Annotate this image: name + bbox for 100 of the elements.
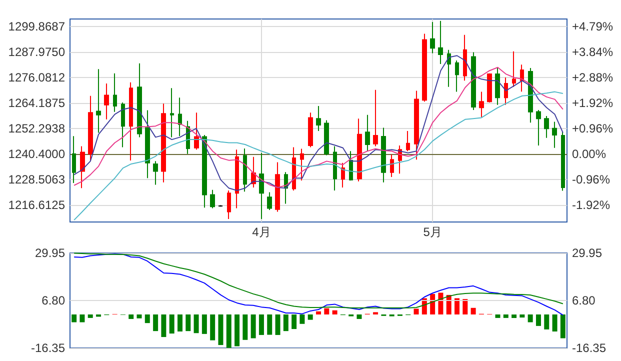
- candlestick: [365, 114, 370, 152]
- bar: [258, 314, 264, 335]
- candlestick: [455, 60, 459, 92]
- y2-tick-label: -0.96%: [572, 172, 610, 186]
- candlestick: [471, 52, 476, 111]
- candlestick: [153, 160, 158, 186]
- candlestick: [300, 148, 304, 181]
- candlestick: [202, 134, 207, 208]
- y-tick-label: 1276.0812: [8, 70, 66, 84]
- candlestick: [552, 121, 557, 148]
- candlestick: [129, 82, 133, 162]
- candlestick: [406, 130, 410, 152]
- candlestick: [72, 136, 76, 184]
- candlestick: [341, 162, 345, 188]
- y-tick-label: 1287.9750: [8, 45, 66, 60]
- x-tick-label: 5月: [423, 225, 442, 239]
- bar: [275, 314, 280, 335]
- candlestick: [227, 190, 231, 220]
- candlestick: [447, 49, 451, 88]
- y-tick-label: -16.35: [30, 341, 66, 355]
- candlestick: [210, 189, 215, 209]
- candlestick: [479, 91, 484, 118]
- candlestick: [275, 162, 280, 212]
- candlestick: [487, 72, 492, 104]
- candlestick: [88, 95, 93, 162]
- bar: [144, 314, 150, 324]
- y-tick-label: 1264.1875: [8, 96, 66, 110]
- bar: [528, 314, 533, 322]
- candlestick: [561, 131, 565, 192]
- y-tick-label: 1252.2938: [8, 121, 66, 136]
- y2-tick-label: -1.92%: [572, 198, 610, 212]
- bar: [520, 314, 525, 318]
- candlestick: [512, 50, 516, 88]
- candlestick: [495, 66, 500, 106]
- candlestick: [121, 102, 125, 148]
- candlestick: [104, 82, 109, 120]
- bar: [177, 314, 182, 332]
- candlestick: [267, 192, 272, 211]
- y-tick-label: 29.95: [34, 246, 66, 260]
- bar: [169, 314, 174, 334]
- bar: [470, 308, 476, 314]
- bar: [454, 298, 460, 314]
- candlestick: [438, 20, 443, 64]
- bar: [153, 314, 158, 332]
- candlestick: [194, 112, 199, 150]
- candlestick: [422, 33, 427, 102]
- bar: [332, 310, 338, 314]
- candlestick: [430, 22, 435, 54]
- candlestick: [373, 89, 378, 147]
- y-tick-label: 1216.6125: [8, 198, 66, 212]
- bar: [267, 314, 272, 335]
- candlestick: [463, 34, 467, 82]
- bar: [80, 314, 85, 322]
- candlestick: [96, 68, 101, 134]
- candlestick: [316, 105, 321, 132]
- y-tick-label: 1240.4000: [8, 146, 66, 161]
- y2-tick-label: +1.92%: [572, 96, 614, 110]
- candlestick: [292, 146, 296, 192]
- bar: [544, 314, 550, 330]
- candlestick: [357, 118, 362, 182]
- bar: [283, 314, 288, 332]
- bar: [462, 299, 468, 314]
- bar: [210, 314, 216, 340]
- bar: [202, 314, 207, 334]
- bar: [536, 314, 541, 326]
- candlestick: [528, 68, 533, 124]
- candlestick: [381, 127, 386, 183]
- candlestick: [544, 116, 549, 138]
- candlestick: [137, 62, 142, 138]
- candlestick: [235, 149, 239, 209]
- bar: [356, 314, 362, 319]
- bar: [308, 314, 313, 320]
- bar: [88, 314, 93, 318]
- line-series: [74, 91, 564, 221]
- y2-tick-label: +0.96%: [572, 121, 614, 136]
- bar: [250, 314, 256, 338]
- bar: [560, 314, 566, 338]
- y2-tick-label: +3.84%: [572, 44, 614, 59]
- candlestick: [390, 154, 394, 178]
- bar: [234, 314, 240, 346]
- bar: [316, 311, 321, 314]
- y-tick-label: 1228.5063: [8, 172, 66, 186]
- candlestick: [178, 97, 182, 137]
- y-tick-label: 6.80: [42, 294, 66, 308]
- y2-tick-label: 29.95: [572, 246, 602, 260]
- candlestick: [145, 110, 150, 179]
- y2-tick-label: +4.79%: [572, 20, 614, 34]
- candlestick: [259, 152, 264, 220]
- candlestick: [113, 72, 117, 112]
- x-tick-label: 4月: [252, 225, 271, 239]
- candlestick: [308, 112, 313, 148]
- bar: [495, 314, 500, 318]
- bar: [186, 314, 191, 332]
- y-tick-label: 1299.8687: [8, 20, 66, 34]
- bar: [300, 314, 305, 324]
- candlestick: [218, 204, 223, 208]
- bar: [324, 308, 330, 314]
- candlestick: [504, 76, 508, 106]
- y2-tick-label: 0.00%: [572, 146, 606, 161]
- bar: [414, 308, 419, 314]
